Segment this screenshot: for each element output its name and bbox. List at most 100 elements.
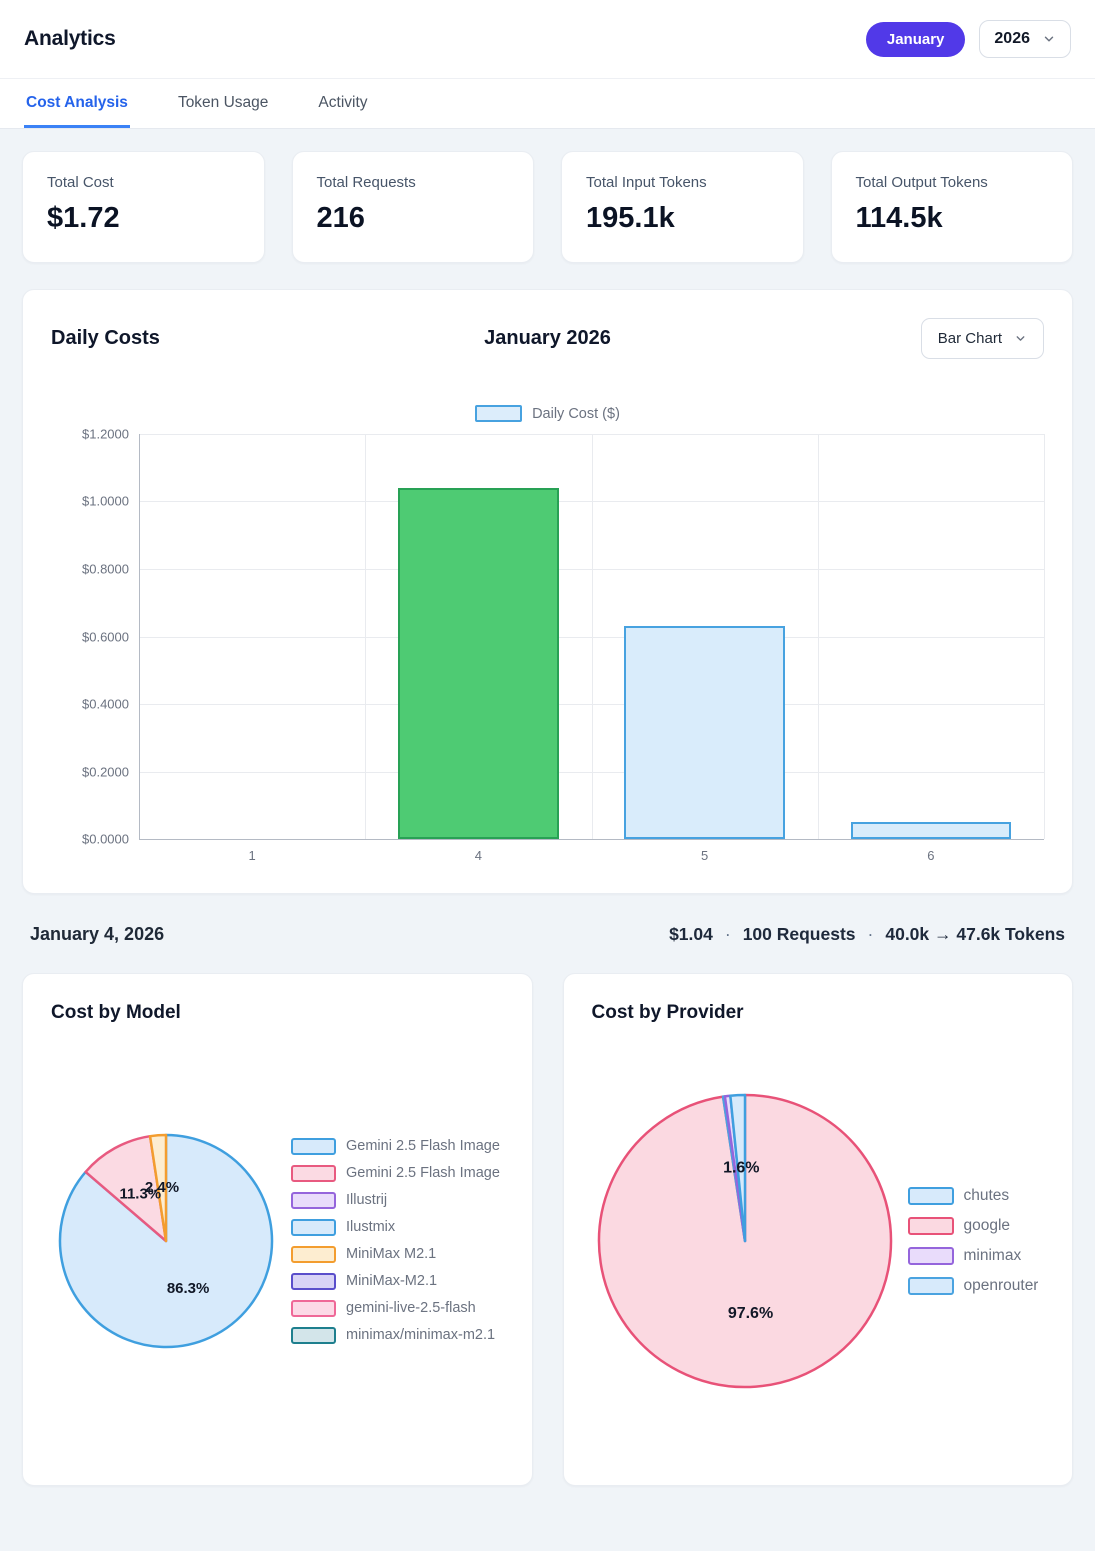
legend-item-google: google bbox=[907, 1216, 1045, 1235]
legend-item-chutes: chutes bbox=[907, 1186, 1045, 1205]
chart-legend: Daily Cost ($) bbox=[51, 405, 1044, 422]
pie-percent-label: 2.4% bbox=[145, 1179, 179, 1196]
stat-label: Total Cost bbox=[47, 174, 114, 191]
legend-label: Illustrij bbox=[346, 1192, 388, 1208]
chevron-down-icon bbox=[1044, 36, 1054, 42]
main-content: Total Cost $1.72 Total Requests 216 Total In… bbox=[0, 129, 1095, 1510]
bar-plot bbox=[139, 434, 1045, 840]
stat-card-total-output-tokens: Total Output Tokens 114.5k bbox=[830, 151, 1073, 263]
pie-slice-chutes bbox=[728, 1093, 746, 1242]
legend-swatch bbox=[291, 1299, 336, 1317]
pie-percent-label: 1.6% bbox=[723, 1159, 759, 1176]
legend-swatch bbox=[291, 1137, 336, 1155]
legend-label: Daily Cost ($) bbox=[532, 405, 620, 422]
bar-chart: $1.2000 $1.0000 $0.8000 $0.6000 $0.4000 $0.20… bbox=[51, 427, 1045, 847]
legend-label: google bbox=[963, 1216, 1011, 1234]
legend-label: minimax bbox=[963, 1246, 1022, 1264]
legend-item-minimax-minimax-m2-1: minimax/minimax-m2.1 bbox=[291, 1326, 532, 1344]
legend-swatch bbox=[291, 1164, 336, 1182]
separator-dot: · bbox=[867, 924, 874, 944]
pie-legend: Gemini 2.5 Flash Image Gemini 2.5 Flash I… bbox=[291, 1137, 532, 1344]
gridline-vertical bbox=[817, 434, 819, 839]
summary-metrics: $1.04 · 100 Requests · 40.0k → 47.6k Tok… bbox=[669, 924, 1065, 945]
stat-value: 114.5k bbox=[855, 202, 943, 234]
summary-requests: 100 Requests bbox=[742, 924, 856, 944]
chevron-down-icon bbox=[1016, 336, 1025, 341]
header-controls: January 2026 bbox=[865, 20, 1071, 58]
legend-label: minimax/minimax-m2.1 bbox=[346, 1327, 496, 1343]
cost-by-provider-card: Cost by Provider 97.6% 1.6% chutes google mi… bbox=[562, 973, 1073, 1486]
stat-value: 195.1k bbox=[586, 202, 675, 234]
legend-label: Gemini 2.5 Flash Image bbox=[346, 1138, 500, 1154]
x-tick-label: 4 bbox=[474, 848, 482, 863]
legend-swatch bbox=[907, 1246, 954, 1265]
legend-item-illustrij: Illustrij bbox=[291, 1191, 532, 1209]
bar-day-4[interactable] bbox=[398, 488, 559, 839]
legend-swatch bbox=[291, 1218, 336, 1236]
gridline-vertical bbox=[139, 434, 140, 839]
legend-swatch bbox=[907, 1216, 954, 1235]
cost-by-model-title: Cost by Model bbox=[51, 1002, 181, 1023]
summary-tokens: 40.0k → 47.6k Tokens bbox=[885, 924, 1065, 944]
legend-swatch bbox=[907, 1276, 954, 1295]
legend-label: Ilustmix bbox=[346, 1219, 396, 1235]
stat-value: 216 bbox=[316, 202, 365, 234]
chart-type-select[interactable]: Bar Chart bbox=[920, 318, 1044, 359]
gridline-horizontal bbox=[139, 839, 1044, 840]
pie-percent-label: 86.3% bbox=[167, 1280, 210, 1297]
legend-swatch bbox=[291, 1245, 336, 1263]
legend-item-daily-cost: Daily Cost ($) bbox=[475, 405, 620, 422]
y-tick-label: $0.0000 bbox=[82, 831, 129, 847]
gridline-vertical bbox=[1044, 434, 1045, 839]
y-tick-label: $1.2000 bbox=[82, 426, 129, 442]
year-select[interactable]: 2026 bbox=[979, 20, 1071, 58]
selected-day-summary: January 4, 2026 $1.04 · 100 Requests · 4… bbox=[30, 924, 1065, 945]
y-tick-label: $0.6000 bbox=[82, 629, 129, 644]
bar-day-6[interactable] bbox=[850, 822, 1012, 839]
legend-label: Gemini 2.5 Flash Image bbox=[346, 1165, 500, 1181]
tab-cost-analysis[interactable]: Cost Analysis bbox=[24, 79, 130, 128]
daily-costs-card: Daily Costs January 2026 Bar Chart Daily… bbox=[22, 289, 1073, 894]
x-tick-label: 5 bbox=[701, 848, 709, 863]
x-tick-label: 6 bbox=[927, 848, 935, 863]
legend-swatch bbox=[291, 1272, 336, 1290]
legend-item-minimax: minimax bbox=[907, 1246, 1045, 1265]
legend-label: MiniMax-M2.1 bbox=[346, 1273, 438, 1289]
page-title: Analytics bbox=[24, 27, 116, 50]
stat-label: Total Requests bbox=[316, 174, 416, 191]
app-header: Analytics January 2026 bbox=[0, 0, 1095, 79]
legend-item-ilustmix: Ilustmix bbox=[291, 1218, 532, 1236]
gridline-vertical bbox=[591, 434, 593, 839]
stats-row: Total Cost $1.72 Total Requests 216 Total In… bbox=[22, 151, 1073, 263]
legend-label: MiniMax M2.1 bbox=[346, 1246, 437, 1262]
y-axis: $1.2000 $1.0000 $0.8000 $0.6000 $0.4000 $0.20… bbox=[51, 427, 139, 847]
legend-label: gemini-live-2.5-flash bbox=[346, 1300, 476, 1316]
pie-legend: chutes google minimax openrouter bbox=[907, 1186, 1045, 1295]
pie-slice-gemini-2-5-flash-image bbox=[84, 1134, 168, 1242]
tab-activity[interactable]: Activity bbox=[316, 79, 369, 128]
selected-date: January 4, 2026 bbox=[30, 924, 165, 944]
tab-token-usage[interactable]: Token Usage bbox=[176, 79, 270, 128]
month-button[interactable]: January bbox=[865, 21, 966, 57]
y-tick-label: $0.2000 bbox=[82, 764, 129, 779]
summary-cost: $1.04 bbox=[669, 924, 713, 944]
legend-item-minimax-m2-1: MiniMax-M2.1 bbox=[291, 1272, 532, 1290]
stat-card-total-requests: Total Requests 216 bbox=[291, 151, 534, 263]
cost-by-provider-title: Cost by Provider bbox=[591, 1002, 744, 1023]
tab-bar: Cost Analysis Token Usage Activity bbox=[0, 79, 1095, 129]
stat-card-total-input-tokens: Total Input Tokens 195.1k bbox=[561, 151, 804, 263]
bar-day-5[interactable] bbox=[624, 626, 785, 839]
legend-label: chutes bbox=[963, 1186, 1010, 1204]
stat-value: $1.72 bbox=[47, 202, 120, 234]
y-tick-label: $1.0000 bbox=[82, 493, 129, 509]
stat-label: Total Output Tokens bbox=[855, 174, 988, 191]
legend-item-gemini-live-2-5-flash: gemini-live-2.5-flash bbox=[291, 1299, 532, 1317]
legend-swatch bbox=[475, 405, 523, 422]
legend-item-minimax-m2-1: MiniMax M2.1 bbox=[291, 1245, 532, 1263]
daily-costs-title: Daily Costs bbox=[51, 327, 160, 349]
legend-item-gemini-2-5-flash-image: Gemini 2.5 Flash Image bbox=[291, 1164, 532, 1182]
pie-percent-label: 97.6% bbox=[727, 1305, 772, 1322]
pie-slice-minimax-m2-1 bbox=[148, 1133, 168, 1242]
y-tick-label: $0.8000 bbox=[82, 561, 129, 577]
y-tick-label: $0.4000 bbox=[82, 696, 129, 712]
